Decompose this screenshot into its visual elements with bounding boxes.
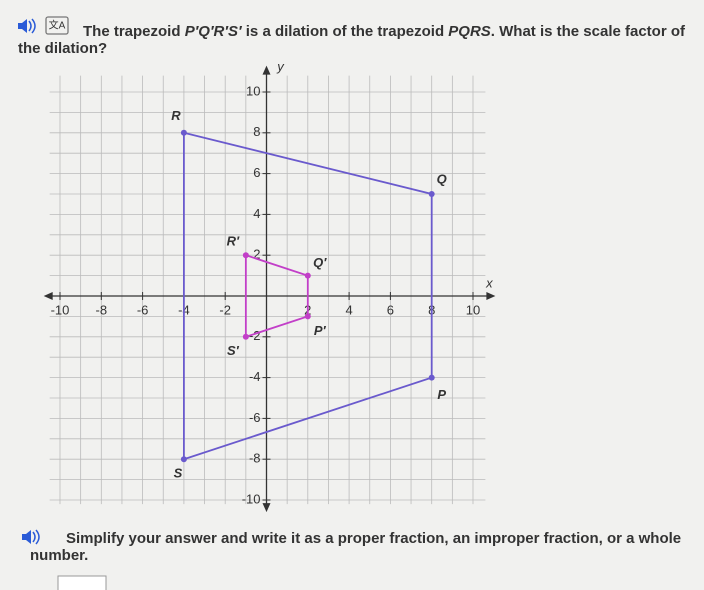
vertex [242, 333, 249, 340]
x-tick-label: 6 [387, 302, 394, 317]
vertex [428, 191, 435, 197]
vertex [428, 374, 435, 381]
translate-icon[interactable]: 文A [45, 16, 69, 35]
question-text: PQRS [448, 23, 491, 40]
vertex-label: P′ [314, 323, 327, 338]
question-text: is a dilation of the trapezoid [241, 23, 449, 40]
x-tick-label: -2 [219, 302, 231, 317]
vertex-label: Q [437, 171, 447, 186]
x-tick-label: 4 [345, 302, 352, 317]
y-tick-label: 8 [253, 124, 260, 139]
question-text: . What is the scale factor of the dilati… [18, 23, 686, 57]
vertex-label: S [174, 466, 183, 481]
y-tick-label: -6 [249, 410, 261, 425]
y-tick-label: -2 [249, 328, 261, 343]
vertex-label: Q′ [313, 255, 327, 270]
y-tick-label: -10 [242, 491, 261, 506]
question-text: The trapezoid [83, 23, 185, 40]
x-tick-label: -10 [51, 302, 70, 317]
x-axis-label: x [485, 275, 493, 290]
y-tick-label: 6 [253, 165, 260, 180]
question-text: P′Q′R′S′ [184, 23, 242, 40]
vertex [304, 313, 311, 320]
y-tick-label: 10 [246, 83, 260, 98]
speaker-icon[interactable] [18, 18, 36, 34]
speaker-icon[interactable] [22, 529, 40, 545]
vertex [304, 272, 311, 279]
x-tick-label: 10 [466, 302, 480, 317]
y-tick-label: 4 [253, 206, 260, 221]
y-tick-label: -8 [249, 451, 261, 466]
x-tick-label: -6 [137, 302, 149, 317]
y-axis-label: y [276, 59, 285, 74]
svg-text:文A: 文A [49, 19, 66, 32]
y-tick-label: 2 [253, 247, 260, 262]
vertex-label: P [437, 387, 446, 402]
question: The trapezoid P′Q′R′S′ is a dilation of … [18, 23, 688, 57]
y-tick-label: -4 [249, 369, 261, 384]
vertex-label: R′ [227, 234, 240, 249]
x-tick-label: -8 [96, 302, 108, 317]
vertex [180, 129, 187, 136]
instruction: Simplify your answer and write it as a p… [30, 530, 682, 564]
answer-box[interactable] [57, 575, 107, 590]
vertex-label: R [171, 108, 181, 123]
vertex [242, 252, 249, 259]
vertex-label: S′ [227, 343, 240, 358]
vertex [180, 456, 187, 463]
